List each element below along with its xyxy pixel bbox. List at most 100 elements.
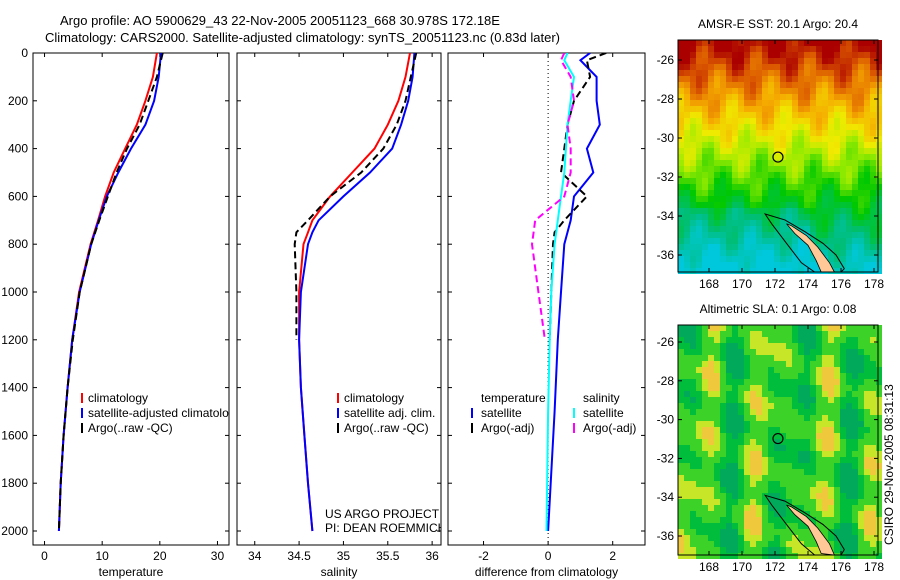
map-cell — [816, 349, 822, 355]
map-cell — [876, 379, 882, 385]
map-cell — [696, 262, 702, 268]
map-cell — [756, 373, 762, 379]
map-cell — [828, 142, 834, 148]
map-cell — [822, 379, 828, 385]
map-cell — [804, 148, 810, 154]
map-cell — [726, 124, 732, 130]
map-cell — [798, 268, 804, 274]
map-cell — [810, 487, 816, 493]
map-cell — [750, 76, 756, 82]
map-cell — [762, 130, 768, 136]
map-cell — [822, 457, 828, 463]
map-cell — [846, 493, 852, 499]
map-cell — [786, 196, 792, 202]
map-cell — [786, 535, 792, 541]
map-cell — [780, 238, 786, 244]
map-cell — [684, 160, 690, 166]
map-cell — [756, 220, 762, 226]
map-cell — [840, 439, 846, 445]
y-tick-label: 0 — [21, 46, 28, 60]
map-cell — [804, 493, 810, 499]
x-tick-label: 34 — [248, 549, 262, 563]
map-cell — [714, 256, 720, 262]
map-cell — [780, 226, 786, 232]
map-cell — [810, 475, 816, 481]
map-cell — [792, 196, 798, 202]
map-cell — [768, 529, 774, 535]
map-cell — [690, 493, 696, 499]
map-cell — [804, 232, 810, 238]
map-cell — [876, 535, 882, 541]
map-cell — [714, 76, 720, 82]
map-cell — [792, 94, 798, 100]
map-cell — [732, 457, 738, 463]
map-cell — [846, 343, 852, 349]
map-cell — [768, 124, 774, 130]
map-cell — [696, 40, 702, 46]
map-cell — [780, 172, 786, 178]
map-cell — [792, 76, 798, 82]
map-cell — [870, 529, 876, 535]
map-cell — [684, 88, 690, 94]
map-cell — [678, 184, 684, 190]
map-cell — [804, 154, 810, 160]
map-cell — [720, 463, 726, 469]
map-cell — [852, 136, 858, 142]
map-cell — [828, 172, 834, 178]
map-cell — [786, 256, 792, 262]
map-cell — [780, 148, 786, 154]
map-cell — [840, 421, 846, 427]
map-cell — [744, 415, 750, 421]
map-cell — [852, 427, 858, 433]
map-cell — [822, 130, 828, 136]
map-cell — [810, 481, 816, 487]
map-cell — [714, 82, 720, 88]
map-cell — [702, 214, 708, 220]
map-cell — [714, 403, 720, 409]
map-cell — [828, 40, 834, 46]
map-cell — [756, 541, 762, 547]
map-cell — [828, 517, 834, 523]
map-cell — [810, 379, 816, 385]
map-cell — [750, 178, 756, 184]
map-cell — [684, 124, 690, 130]
map-cell — [708, 517, 714, 523]
map-cell — [726, 331, 732, 337]
map-cell — [828, 373, 834, 379]
map-cell — [804, 463, 810, 469]
map-cell — [852, 100, 858, 106]
map-cell — [756, 64, 762, 70]
lon-tick-label: 174 — [798, 560, 818, 574]
map-cell — [870, 535, 876, 541]
map-cell — [780, 244, 786, 250]
map-cell — [750, 256, 756, 262]
map-cell — [714, 214, 720, 220]
map-cell — [792, 439, 798, 445]
map-cell — [780, 142, 786, 148]
map-cell — [708, 154, 714, 160]
map-cell — [858, 202, 864, 208]
map-cell — [846, 154, 852, 160]
map-cell — [744, 427, 750, 433]
map-cell — [798, 331, 804, 337]
lon-tick-label: 176 — [831, 560, 851, 574]
map-cell — [720, 493, 726, 499]
map-cell — [690, 178, 696, 184]
map-cell — [720, 118, 726, 124]
map-cell — [678, 463, 684, 469]
map-cell — [696, 391, 702, 397]
map-cell — [792, 244, 798, 250]
map-cell — [822, 196, 828, 202]
map-cell — [696, 214, 702, 220]
map-cell — [780, 535, 786, 541]
map-cell — [720, 130, 726, 136]
map-cell — [864, 184, 870, 190]
map-cell — [834, 343, 840, 349]
map-cell — [780, 367, 786, 373]
map-cell — [828, 226, 834, 232]
map-cell — [756, 409, 762, 415]
map-cell — [720, 445, 726, 451]
map-cell — [768, 493, 774, 499]
map-cell — [720, 82, 726, 88]
map-cell — [786, 166, 792, 172]
